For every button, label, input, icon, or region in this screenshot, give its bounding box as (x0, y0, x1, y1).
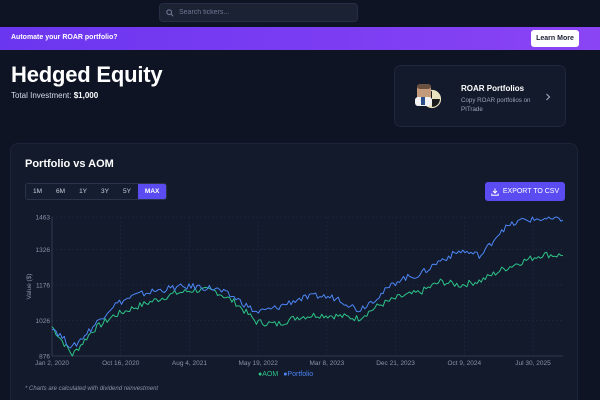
top-bar (0, 0, 600, 27)
x-tick-label: Jan 2, 2020 (35, 360, 69, 367)
legend-item-portfolio[interactable]: ●Portfolio (283, 371, 314, 378)
download-icon (491, 188, 499, 196)
y-axis-label: Value ($) (26, 274, 33, 300)
roar-card-title: ROAR Portfolios (461, 84, 525, 93)
x-tick-label: Mar 8, 2023 (310, 360, 345, 367)
x-tick-label: May 19, 2022 (238, 360, 278, 367)
y-tick-label: 876 (39, 354, 50, 361)
range-1y-button[interactable]: 1Y (72, 184, 95, 199)
chart-panel-title: Portfolio vs AOM (25, 158, 114, 170)
x-tick-label: Jul 30, 2025 (515, 360, 551, 367)
export-csv-label: EXPORT TO CSV (502, 188, 560, 195)
series-line-portfolio (51, 216, 564, 349)
chart-legend: ●AOM ●Portfolio (258, 371, 313, 378)
y-tick-label: 1463 (36, 215, 51, 222)
x-tick-label: Aug 4, 2021 (172, 360, 207, 367)
time-range-selector: 1M 6M 1Y 3Y 5Y MAX (25, 183, 168, 200)
promo-banner: Automate your ROAR portfolio? (0, 27, 600, 50)
roar-portfolios-card[interactable]: ROAR Portfolios Copy ROAR portfolios on … (394, 65, 566, 127)
x-tick-label: Oct 9, 2024 (447, 360, 481, 367)
export-csv-button[interactable]: EXPORT TO CSV (485, 182, 565, 201)
footnote: * Charts are calculated with dividend re… (25, 386, 159, 392)
x-tick-label: Oct 16, 2020 (102, 360, 140, 367)
range-6m-button[interactable]: 6M (49, 184, 73, 199)
range-1m-button[interactable]: 1M (26, 184, 50, 199)
avatar (415, 84, 442, 109)
y-tick-label: 1026 (36, 318, 51, 325)
y-tick-label: 1176 (36, 282, 50, 289)
x-tick-label: Dec 21, 2023 (376, 360, 415, 367)
banner-text: Automate your ROAR portfolio? (11, 34, 118, 41)
investment-label: Total Investment: (11, 91, 72, 100)
range-max-button[interactable]: MAX (137, 184, 167, 199)
range-3y-button[interactable]: 3Y (94, 184, 116, 199)
investment-value: $1,000 (73, 91, 99, 100)
search-box[interactable] (159, 3, 358, 22)
line-chart: 876 1026 1176 1326 1463 Jan 2, 2020 Oct 16, 20… (26, 215, 564, 367)
roar-card-subtitle: Copy ROAR portfolios on PITrade (461, 97, 531, 113)
total-investment: Total Investment: $1,000 (11, 91, 98, 100)
search-input[interactable] (179, 9, 349, 16)
series-line-aom (51, 251, 564, 357)
range-5y-button[interactable]: 5Y (115, 184, 138, 199)
search-icon (166, 8, 174, 17)
page-title: Hedged Equity (11, 62, 163, 87)
chevron-right-icon (546, 93, 551, 101)
y-tick-label: 1326 (36, 247, 51, 254)
legend-item-aom[interactable]: ●AOM (258, 371, 279, 378)
learn-more-button[interactable]: Learn More (531, 30, 579, 47)
